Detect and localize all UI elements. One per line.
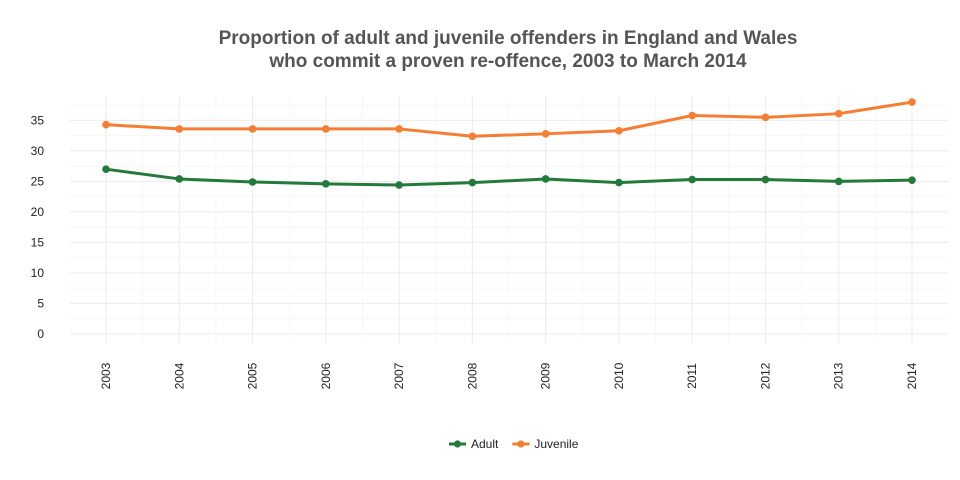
legend-item-juvenile: Juvenile xyxy=(512,437,579,451)
data-point-juvenile xyxy=(175,125,184,133)
x-tick-label: 2004 xyxy=(172,362,186,389)
x-tick-label: 2012 xyxy=(758,362,772,389)
x-tick-label: 2013 xyxy=(832,362,846,389)
x-tick-label: 2006 xyxy=(319,362,333,389)
y-tick-label: 25 xyxy=(31,174,45,188)
x-tick-label: 2003 xyxy=(99,362,113,389)
data-point-juvenile xyxy=(688,111,696,120)
x-tick-label: 2007 xyxy=(392,362,406,389)
data-point-juvenile xyxy=(834,109,843,118)
x-tick-label: 2008 xyxy=(465,362,479,389)
data-point-juvenile xyxy=(395,125,403,133)
series-juvenile xyxy=(102,98,916,141)
y-tick-label: 5 xyxy=(37,296,44,310)
data-point-adult xyxy=(688,175,696,184)
y-tick-label: 15 xyxy=(31,235,45,249)
data-point-adult xyxy=(908,176,916,184)
grid xyxy=(70,96,948,343)
x-tick-label: 2014 xyxy=(905,362,919,389)
data-point-adult xyxy=(248,178,257,186)
legend-label-adult: Adult xyxy=(471,437,499,451)
data-point-adult xyxy=(834,177,843,186)
data-point-adult xyxy=(322,180,330,188)
y-tick-label: 10 xyxy=(31,266,45,280)
chart-title: Proportion of adult and juvenile offende… xyxy=(219,28,798,72)
series-adult xyxy=(102,165,916,189)
data-point-adult xyxy=(175,175,184,183)
legend: Adult Juvenile xyxy=(449,437,579,451)
data-point-juvenile xyxy=(908,98,916,106)
x-tick-label: 2005 xyxy=(246,362,260,389)
y-axis: 0 5 10 15 20 25 30 35 xyxy=(31,113,45,340)
data-point-adult xyxy=(395,181,403,189)
x-axis: 2003 2004 2005 2006 2007 2008 2009 2010 2011 2012… xyxy=(99,362,919,389)
data-point-adult xyxy=(761,175,770,184)
series-line-adult xyxy=(104,167,914,187)
data-point-juvenile xyxy=(761,113,770,122)
data-point-adult xyxy=(102,165,110,173)
data-point-adult xyxy=(615,178,623,187)
data-point-juvenile xyxy=(615,126,623,135)
chart-title-line-2: who commit a proven re-offence, 2003 to … xyxy=(268,51,747,72)
data-point-juvenile xyxy=(248,125,257,133)
data-point-juvenile xyxy=(541,130,550,138)
x-tick-label: 2011 xyxy=(685,363,699,389)
legend-key-point-adult xyxy=(453,440,462,448)
data-point-juvenile xyxy=(468,132,477,141)
x-tick-label: 2009 xyxy=(539,362,553,389)
y-tick-label: 30 xyxy=(31,144,45,158)
data-point-juvenile xyxy=(322,125,330,133)
data-point-adult xyxy=(468,178,477,187)
series-line-juvenile xyxy=(104,100,914,138)
legend-label-juvenile: Juvenile xyxy=(534,437,578,451)
y-tick-label: 20 xyxy=(31,205,45,219)
chart-title-line-1: Proportion of adult and juvenile offende… xyxy=(219,28,798,49)
legend-item-adult: Adult xyxy=(449,437,499,451)
series xyxy=(102,98,916,189)
data-point-juvenile xyxy=(102,120,110,129)
legend-key-point-juvenile xyxy=(517,440,525,448)
data-point-adult xyxy=(541,175,550,183)
y-tick-label: 35 xyxy=(31,113,45,127)
y-tick-label: 0 xyxy=(37,327,44,341)
x-tick-label: 2010 xyxy=(612,362,626,389)
